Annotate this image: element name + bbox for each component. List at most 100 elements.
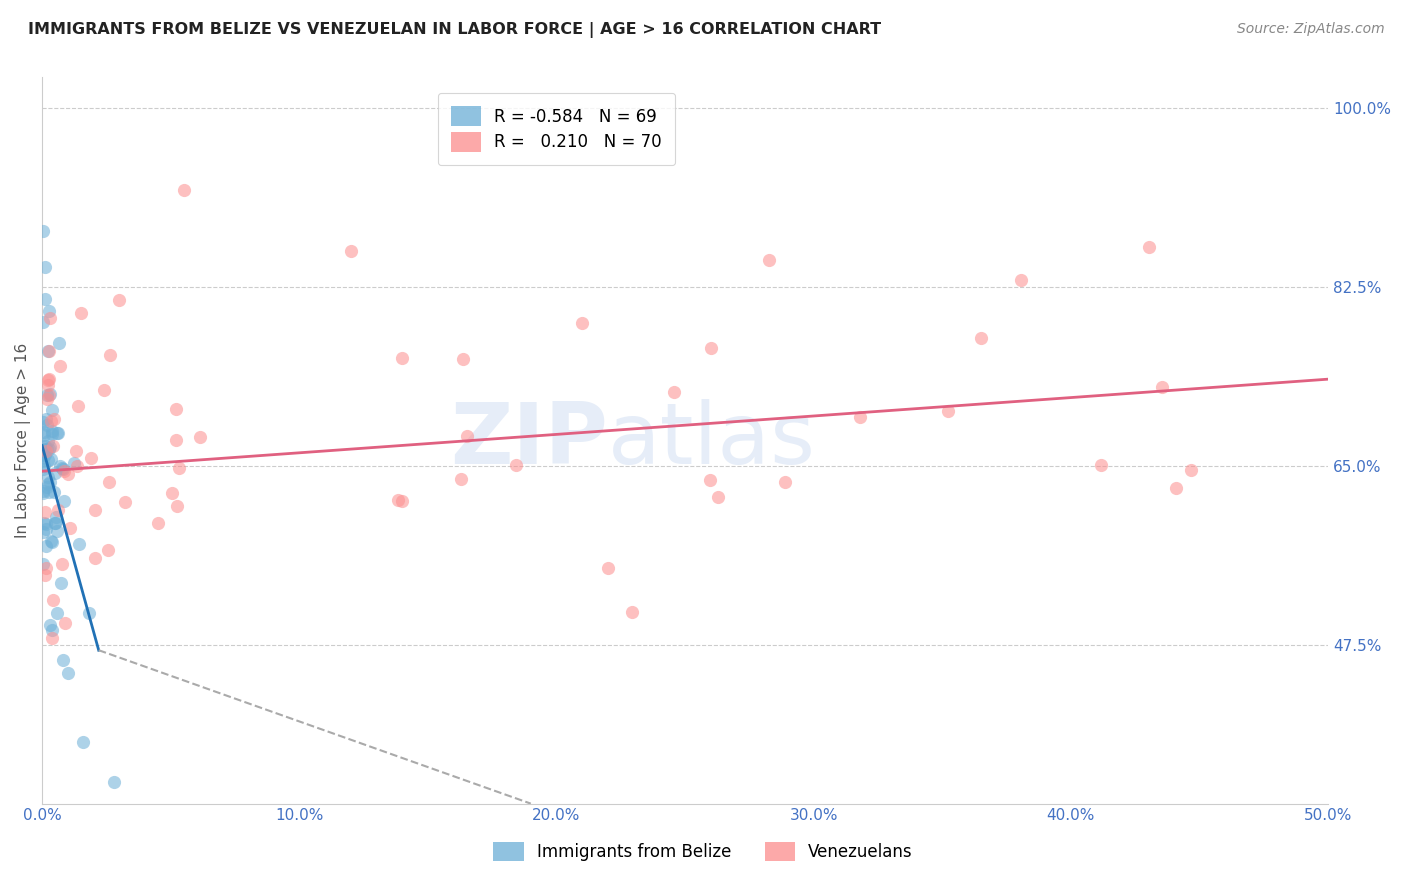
Point bbox=[66, 399, 89, 413]
Point bbox=[34, 448, 56, 462]
Point bbox=[699, 474, 721, 488]
Point bbox=[39, 311, 62, 326]
Point bbox=[173, 183, 195, 197]
Point bbox=[31, 461, 53, 475]
Point bbox=[69, 306, 91, 320]
Point bbox=[37, 470, 59, 484]
Point bbox=[48, 336, 70, 351]
Point bbox=[31, 454, 53, 468]
Point bbox=[42, 593, 65, 607]
Point bbox=[39, 475, 62, 489]
Point bbox=[38, 388, 60, 402]
Point bbox=[167, 461, 190, 475]
Point bbox=[148, 516, 170, 530]
Point bbox=[98, 349, 121, 363]
Point bbox=[37, 344, 59, 359]
Point bbox=[387, 493, 409, 508]
Point bbox=[31, 224, 53, 238]
Point bbox=[41, 402, 63, 417]
Point bbox=[773, 475, 796, 489]
Point bbox=[44, 466, 66, 480]
Point bbox=[53, 615, 76, 630]
Point bbox=[46, 426, 69, 441]
Point bbox=[103, 775, 125, 789]
Point bbox=[451, 351, 474, 366]
Point bbox=[37, 378, 59, 392]
Point bbox=[39, 534, 62, 549]
Point bbox=[31, 442, 53, 456]
Point bbox=[37, 480, 59, 494]
Point bbox=[83, 503, 105, 517]
Point bbox=[65, 458, 87, 473]
Point bbox=[53, 464, 76, 478]
Point bbox=[34, 293, 56, 307]
Point bbox=[97, 475, 120, 489]
Point bbox=[49, 359, 72, 373]
Point bbox=[1180, 462, 1202, 476]
Point bbox=[42, 412, 65, 426]
Point bbox=[35, 417, 58, 432]
Legend: Immigrants from Belize, Venezuelans: Immigrants from Belize, Venezuelans bbox=[481, 829, 925, 875]
Point bbox=[936, 403, 959, 417]
Point bbox=[72, 735, 94, 749]
Point bbox=[38, 485, 60, 500]
Point bbox=[1090, 458, 1112, 473]
Point bbox=[51, 557, 73, 571]
Point bbox=[56, 467, 79, 481]
Point bbox=[65, 443, 87, 458]
Point bbox=[44, 516, 66, 530]
Point bbox=[35, 516, 58, 531]
Point bbox=[32, 516, 55, 530]
Point bbox=[114, 495, 136, 509]
Point bbox=[34, 505, 56, 519]
Point bbox=[80, 451, 103, 466]
Point bbox=[34, 260, 56, 274]
Point bbox=[93, 384, 115, 398]
Point bbox=[46, 503, 69, 517]
Point bbox=[35, 561, 58, 575]
Y-axis label: In Labor Force | Age > 16: In Labor Force | Age > 16 bbox=[15, 343, 31, 538]
Point bbox=[38, 386, 60, 401]
Legend: R = -0.584   N = 69, R =   0.210   N = 70: R = -0.584 N = 69, R = 0.210 N = 70 bbox=[437, 93, 675, 165]
Point bbox=[391, 351, 413, 366]
Point bbox=[1164, 481, 1187, 495]
Point bbox=[37, 434, 59, 448]
Point bbox=[39, 414, 62, 428]
Point bbox=[37, 373, 59, 387]
Point bbox=[38, 343, 60, 358]
Point bbox=[79, 606, 101, 620]
Point bbox=[35, 522, 58, 536]
Point bbox=[505, 458, 527, 472]
Point bbox=[391, 493, 413, 508]
Point bbox=[97, 543, 120, 558]
Point bbox=[38, 303, 60, 318]
Point bbox=[662, 385, 685, 400]
Point bbox=[32, 315, 55, 329]
Point bbox=[31, 558, 53, 572]
Point bbox=[456, 429, 478, 443]
Point bbox=[450, 473, 472, 487]
Point bbox=[37, 392, 59, 406]
Point bbox=[49, 576, 72, 591]
Point bbox=[67, 537, 90, 551]
Point bbox=[41, 425, 63, 439]
Point bbox=[34, 449, 56, 463]
Point bbox=[166, 499, 188, 513]
Point bbox=[56, 666, 79, 681]
Point bbox=[37, 452, 59, 467]
Point bbox=[758, 253, 780, 268]
Point bbox=[35, 412, 58, 426]
Point bbox=[41, 427, 63, 442]
Point bbox=[35, 444, 58, 458]
Point bbox=[108, 293, 131, 308]
Point bbox=[38, 372, 60, 386]
Point bbox=[52, 653, 75, 667]
Point bbox=[38, 442, 60, 456]
Point bbox=[41, 535, 63, 549]
Point bbox=[596, 561, 619, 575]
Point bbox=[849, 410, 872, 425]
Point bbox=[188, 430, 211, 444]
Point bbox=[35, 442, 58, 456]
Point bbox=[59, 521, 82, 535]
Point bbox=[42, 439, 65, 453]
